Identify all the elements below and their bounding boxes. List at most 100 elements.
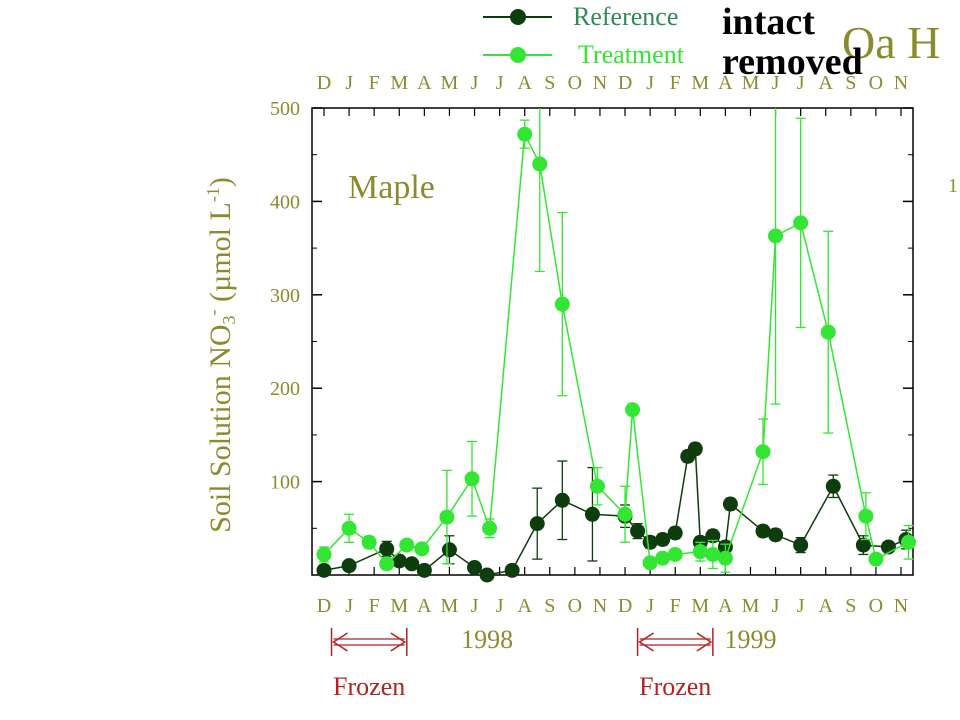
data-point bbox=[717, 550, 733, 566]
month-label-bottom: S bbox=[845, 595, 856, 617]
month-label-bottom: A bbox=[417, 595, 432, 617]
data-point bbox=[793, 215, 809, 231]
data-point bbox=[517, 126, 533, 142]
month-label-top: A bbox=[517, 72, 532, 94]
data-point bbox=[467, 560, 483, 576]
data-point bbox=[667, 525, 683, 541]
legend: Reference intact Treatment removed bbox=[483, 1, 863, 83]
month-label-top: N bbox=[593, 72, 607, 94]
month-label-top: M bbox=[441, 72, 459, 94]
month-label-bottom: J bbox=[646, 595, 654, 617]
data-point bbox=[858, 508, 874, 524]
data-point bbox=[361, 534, 377, 550]
data-point bbox=[316, 546, 332, 562]
month-label-top: M bbox=[742, 72, 760, 94]
data-point bbox=[625, 402, 641, 418]
legend-label-reference: Reference bbox=[573, 2, 678, 31]
data-point bbox=[584, 506, 600, 522]
data-point bbox=[379, 556, 395, 572]
data-point bbox=[868, 551, 884, 567]
month-label-bottom: D bbox=[618, 595, 632, 617]
frozen-label: Frozen bbox=[639, 672, 711, 701]
data-point bbox=[529, 516, 545, 532]
month-label-top: J bbox=[471, 72, 479, 94]
legend-marker-reference bbox=[510, 9, 526, 25]
month-label-bottom: O bbox=[869, 595, 883, 617]
legend-marker-treatment bbox=[510, 47, 526, 63]
month-label-top: J bbox=[772, 72, 780, 94]
year-label: 1998 bbox=[461, 625, 513, 654]
data-point bbox=[768, 228, 784, 244]
data-point bbox=[464, 471, 480, 487]
month-label-bottom: F bbox=[670, 595, 681, 617]
frozen-label: Frozen bbox=[333, 672, 405, 701]
data-point bbox=[722, 496, 738, 512]
data-point bbox=[482, 520, 498, 536]
data-point bbox=[554, 492, 570, 508]
frozen-arrow-head-right bbox=[696, 632, 713, 652]
month-label-top: J bbox=[345, 72, 353, 94]
data-point bbox=[391, 553, 407, 569]
data-point bbox=[630, 523, 646, 539]
y-tick-label: 200 bbox=[270, 378, 300, 400]
data-point bbox=[441, 542, 457, 558]
data-point bbox=[341, 558, 357, 574]
data-point bbox=[479, 567, 495, 583]
series bbox=[316, 108, 917, 583]
month-label-bottom: J bbox=[797, 595, 805, 617]
month-label-top: F bbox=[369, 72, 380, 94]
month-label-bottom: J bbox=[772, 595, 780, 617]
month-label-top: J bbox=[496, 72, 504, 94]
y-tick-label: 100 bbox=[270, 472, 300, 494]
month-label-top: J bbox=[646, 72, 654, 94]
month-label-bottom: S bbox=[544, 595, 555, 617]
frozen-arrow-head-left bbox=[332, 632, 348, 652]
data-point bbox=[532, 156, 548, 172]
data-point bbox=[379, 541, 395, 557]
y-tick-label: 300 bbox=[270, 285, 300, 307]
data-point bbox=[667, 546, 683, 562]
month-label-top: F bbox=[670, 72, 681, 94]
data-point bbox=[692, 544, 708, 560]
month-label-bottom: M bbox=[742, 595, 760, 617]
month-label-top: M bbox=[390, 72, 408, 94]
month-label-top: O bbox=[568, 72, 582, 94]
month-label-top: M bbox=[691, 72, 709, 94]
data-point bbox=[655, 532, 671, 548]
data-point bbox=[589, 478, 605, 494]
month-label-bottom: M bbox=[441, 595, 459, 617]
series-line bbox=[323, 131, 909, 565]
data-point bbox=[642, 555, 658, 571]
data-point bbox=[825, 478, 841, 494]
right-axis-partial-label: 1 bbox=[948, 175, 958, 197]
data-point bbox=[414, 541, 430, 557]
series-line bbox=[323, 447, 907, 576]
month-label-top: J bbox=[797, 72, 805, 94]
data-point bbox=[617, 506, 633, 522]
data-point bbox=[404, 556, 420, 572]
data-point bbox=[755, 523, 771, 539]
month-label-bottom: J bbox=[496, 595, 504, 617]
month-label-bottom: N bbox=[593, 595, 607, 617]
data-point bbox=[755, 444, 771, 460]
axes: 100200300400500DDJJFFMMAAMMJJJJAASSOONND… bbox=[270, 72, 913, 654]
month-label-top: O bbox=[869, 72, 883, 94]
month-label-bottom: F bbox=[369, 595, 380, 617]
legend-note-intact: intact bbox=[722, 1, 815, 43]
month-label-top: S bbox=[544, 72, 555, 94]
frozen-arrow-head-left bbox=[638, 632, 654, 652]
corner-title: Oa H bbox=[842, 17, 940, 68]
month-label-top: N bbox=[894, 72, 908, 94]
data-point bbox=[554, 296, 570, 312]
y-axis-label: Soil Solution NO3- (µmol L-1) bbox=[203, 177, 239, 533]
y-tick-label: 400 bbox=[270, 191, 300, 213]
month-label-top: A bbox=[417, 72, 432, 94]
month-label-top: D bbox=[618, 72, 632, 94]
legend-note-removed: removed bbox=[722, 41, 863, 83]
month-label-bottom: A bbox=[517, 595, 532, 617]
month-label-bottom: J bbox=[471, 595, 479, 617]
data-point bbox=[316, 562, 332, 578]
data-point bbox=[687, 441, 703, 457]
data-point bbox=[642, 534, 658, 550]
